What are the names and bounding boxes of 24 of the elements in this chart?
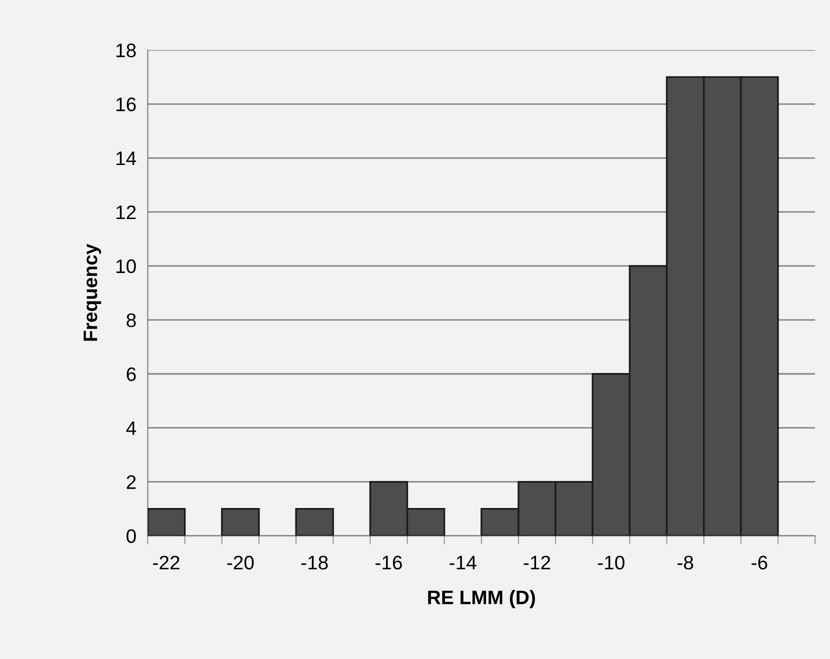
y-axis-title: Frequency [84,244,102,341]
y-tick-label: 0 [126,529,136,544]
x-tick-label: -6 [752,556,768,570]
x-tick-label: -10 [598,556,624,570]
x-tick-label: -16 [376,556,402,570]
x-axis-title: RE LMM (D) [428,590,535,608]
y-tick-label: 12 [116,205,136,220]
x-tick-label: -14 [450,556,476,570]
x-tick-label: -18 [301,556,328,570]
y-tick-label: 2 [126,475,136,489]
bar [148,508,186,536]
y-tick-label: 14 [116,152,136,166]
y-tick-label: 16 [116,98,136,112]
bar [221,508,260,536]
y-tick-label: 4 [126,422,136,435]
x-tick-label: -20 [227,556,254,570]
bar [295,508,334,536]
y-tick-label: 10 [116,259,136,274]
x-tick-label: -22 [153,556,180,570]
x-tick-label: -12 [524,556,550,570]
y-tick-label: 6 [126,367,136,382]
x-tick-label: -8 [678,556,694,570]
y-tick-label: 18 [116,44,136,58]
y-tick-label: 8 [126,313,136,328]
